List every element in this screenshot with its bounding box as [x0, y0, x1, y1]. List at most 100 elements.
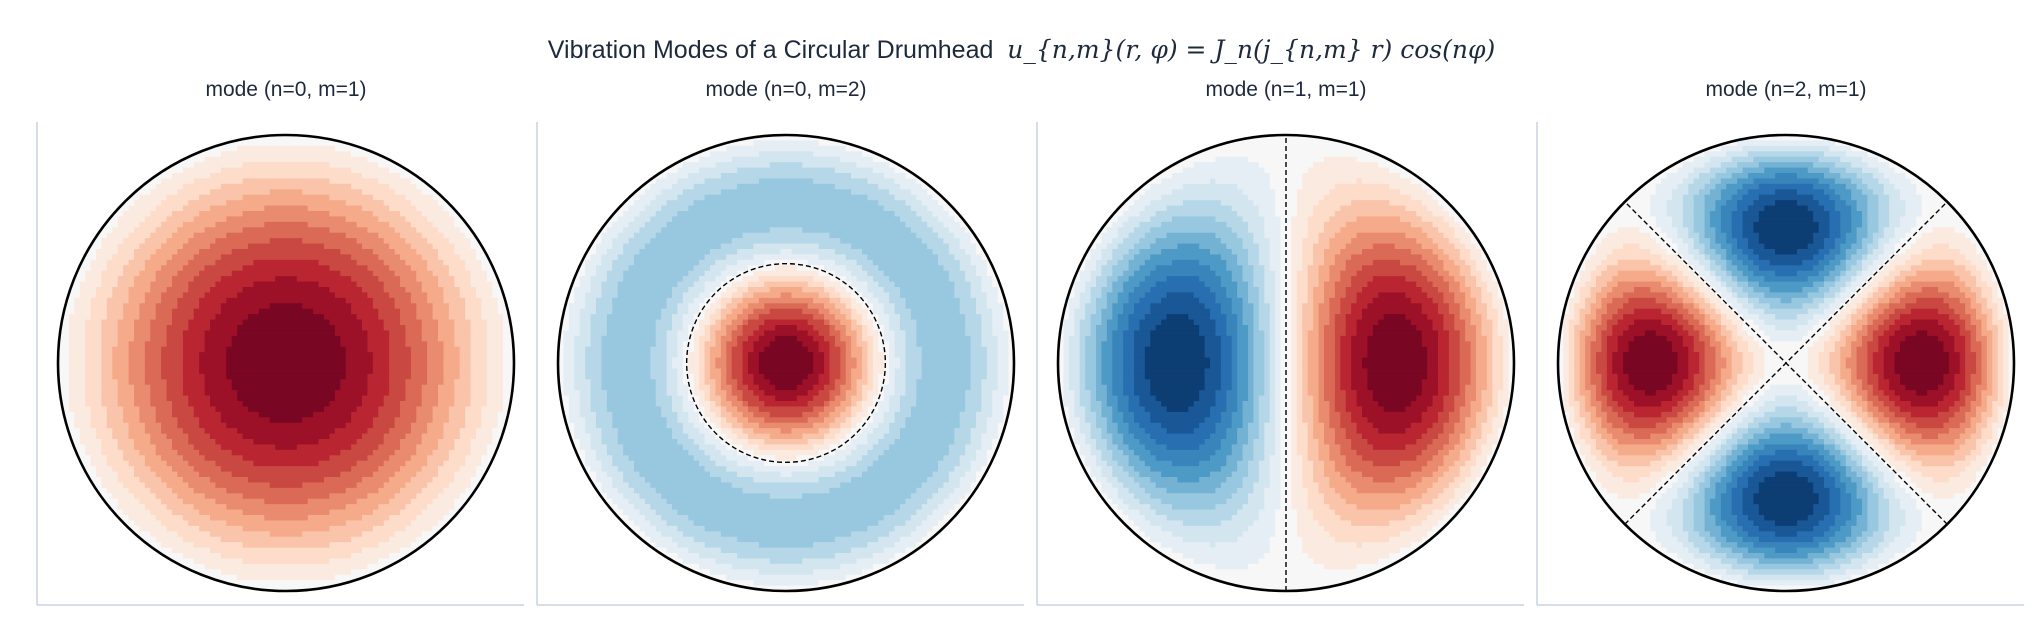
- contour-cell: [1139, 498, 1162, 505]
- contour-cell: [1758, 183, 1814, 190]
- contour-cell: [340, 335, 369, 342]
- contour-cell: [85, 384, 103, 391]
- contour-cell: [579, 411, 597, 418]
- contour-cell: [503, 373, 514, 380]
- contour-cell: [563, 390, 581, 397]
- contour-cell: [1123, 449, 1135, 456]
- contour-cell: [101, 449, 124, 456]
- contour-cell: [1302, 325, 1314, 332]
- contour-cell: [666, 422, 684, 429]
- contour-cell: [1345, 330, 1358, 337]
- contour-cell: [144, 265, 162, 272]
- contour-cell: [574, 368, 586, 375]
- contour-cell: [123, 265, 146, 272]
- contour-cell: [585, 368, 603, 375]
- contour-cell: [427, 292, 445, 299]
- contour-cell: [601, 460, 613, 467]
- contour-cell: [894, 368, 907, 375]
- contour-cell: [558, 162, 684, 169]
- contour-cell: [1503, 363, 1510, 370]
- contour-cell: [1459, 466, 1472, 473]
- contour-cell: [1237, 536, 1271, 543]
- contour-cell: [1443, 265, 1461, 272]
- contour-cell: [1101, 270, 1113, 277]
- contour-cell: [1558, 221, 1657, 228]
- contour-cell: [1123, 411, 1135, 418]
- contour-cell: [1226, 265, 1244, 272]
- contour-cell: [1443, 401, 1455, 408]
- contour-cell: [699, 460, 717, 467]
- contour-cell: [997, 352, 1010, 359]
- contour-cell: [1237, 487, 1255, 494]
- contour-cell: [1269, 471, 1282, 478]
- contour-cell: [1503, 379, 1510, 386]
- contour-cell: [1296, 401, 1303, 408]
- contour-cell: [1220, 411, 1233, 418]
- contour-cell: [981, 406, 993, 413]
- contour-cell: [910, 493, 934, 500]
- contour-cell: [829, 341, 836, 348]
- contour-cell: [970, 287, 983, 294]
- contour-cell: [1112, 238, 1124, 245]
- contour-cell: [558, 249, 597, 256]
- contour-cell: [1101, 319, 1108, 326]
- contour-cell: [916, 335, 972, 342]
- contour-cell: [334, 292, 369, 299]
- contour-cell: [112, 373, 130, 380]
- contour-cell: [834, 536, 879, 543]
- contour-cell: [1275, 308, 1282, 315]
- contour-cell: [666, 390, 679, 397]
- contour-cell: [1427, 487, 1445, 494]
- contour-cell: [454, 379, 472, 386]
- contour-cell: [628, 482, 651, 489]
- contour-cell: [448, 406, 466, 413]
- contour-cell: [1242, 455, 1255, 462]
- contour-cell: [416, 249, 439, 256]
- contour-cell: [845, 466, 869, 473]
- contour-cell: [1264, 357, 1271, 364]
- contour-cell: [617, 287, 673, 294]
- contour-cell: [231, 270, 341, 277]
- contour-cell: [672, 357, 684, 364]
- contour-cell: [856, 287, 869, 294]
- contour-cell: [1291, 303, 1298, 310]
- contour-cell: [1128, 216, 1151, 223]
- contour-cell: [1307, 167, 1390, 174]
- contour-cell: [1345, 455, 1363, 462]
- contour-cell: [226, 297, 347, 304]
- contour-cell: [1889, 194, 1901, 201]
- contour-cell: [568, 303, 586, 310]
- contour-cell: [889, 319, 901, 326]
- contour-cell: [1296, 276, 1309, 283]
- contour-cell: [58, 335, 70, 342]
- contour-cell: [1921, 194, 2014, 201]
- contour-cell: [1813, 211, 1831, 218]
- contour-cell: [1128, 205, 1146, 212]
- contour-cell: [867, 330, 879, 337]
- contour-cell: [1248, 384, 1255, 391]
- contour-cell: [693, 335, 700, 342]
- contour-cell: [1150, 520, 1184, 527]
- contour-cell: [166, 482, 189, 489]
- contour-cell: [220, 183, 352, 190]
- contour-cell: [432, 406, 450, 413]
- contour-cell: [58, 140, 514, 147]
- contour-cell: [617, 281, 679, 288]
- contour-cell: [802, 558, 858, 565]
- contour-cell: [715, 297, 722, 304]
- contour-cell: [1307, 444, 1320, 451]
- contour-cell: [824, 455, 847, 462]
- contour-cell: [454, 395, 472, 402]
- heatmap-plot: [1536, 122, 2024, 606]
- contour-cell: [1334, 509, 1417, 516]
- contour-cell: [1486, 368, 1493, 375]
- contour-cell: [1226, 395, 1238, 402]
- contour-cell: [1204, 352, 1222, 359]
- contour-cell: [954, 428, 972, 435]
- contour-cell: [459, 357, 472, 364]
- contour-cell: [851, 395, 863, 402]
- contour-cell: [872, 411, 885, 418]
- contour-cell: [1459, 373, 1472, 380]
- contour-cell: [1324, 259, 1336, 266]
- contour-cell: [758, 276, 814, 283]
